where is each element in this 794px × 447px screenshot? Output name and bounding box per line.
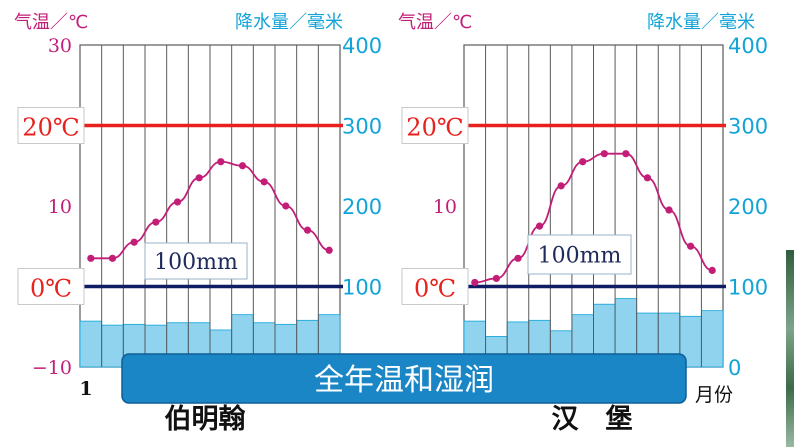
birmingham-temp-point-2 xyxy=(108,254,117,262)
hamburg-left-axis-title: 气温／℃ xyxy=(398,12,472,33)
birmingham-annotation-text: 100mm xyxy=(154,250,238,275)
birmingham-temp-point-11 xyxy=(303,226,312,234)
birmingham-ref-label-box-0 xyxy=(17,107,85,144)
birmingham-temp-point-1 xyxy=(87,254,95,262)
birmingham-temp-point-4 xyxy=(152,218,160,226)
hamburg-precip-tick-4: 0 xyxy=(728,356,741,380)
birmingham-precip-tick-0: 400 xyxy=(342,34,382,58)
month-first-label: 1 xyxy=(79,378,92,400)
hamburg-temp-point-12 xyxy=(708,266,716,274)
hamburg-right-axis-title: 降水量／毫米 xyxy=(647,12,755,33)
birmingham-temp-point-12 xyxy=(325,246,333,254)
summary-banner-box xyxy=(121,353,687,404)
birmingham-city-name: 伯明翰 xyxy=(165,404,246,435)
hamburg-temp-point-5 xyxy=(557,182,565,190)
hamburg-precip-tick-0: 400 xyxy=(728,34,768,58)
hamburg-annotation-text: 100mm xyxy=(538,244,622,269)
hamburg-temp-point-1 xyxy=(471,278,479,287)
birmingham-precip-tick-3: 100 xyxy=(342,276,382,300)
hamburg-precip-tick-3: 100 xyxy=(728,276,768,300)
hamburg-ref-label-20c: 20℃ xyxy=(406,114,463,142)
hamburg-ref-label-0c: 0℃ xyxy=(414,275,456,303)
hamburg-city-name: 汉 堡 xyxy=(552,403,633,435)
hamburg-temp-point-6 xyxy=(579,158,587,166)
hamburg-temp-point-7 xyxy=(600,150,608,158)
birmingham-temp-tick-1: 10 xyxy=(48,196,72,218)
birmingham-temp-point-9 xyxy=(260,178,268,186)
hamburg-temp-tick-0: 10 xyxy=(433,196,457,218)
birmingham-temp-point-8 xyxy=(238,162,247,170)
birmingham-annotation-box xyxy=(144,242,248,280)
birmingham-temp-tick-2: −10 xyxy=(32,357,72,379)
hamburg-temp-point-4 xyxy=(535,222,544,230)
birmingham-temp-point-7 xyxy=(217,158,225,166)
birmingham-precip-tick-1: 300 xyxy=(342,115,382,139)
hamburg-ref-label-box-0 xyxy=(401,107,469,144)
birmingham-ref-label-0c: 0℃ xyxy=(30,275,72,303)
birmingham-temp-point-3 xyxy=(130,238,138,246)
birmingham-precip-bar-1 xyxy=(79,320,103,368)
decorative-edge-strip xyxy=(786,250,794,447)
hamburg-ref-label-box-1 xyxy=(401,268,469,305)
birmingham-temp-point-5 xyxy=(173,198,182,206)
summary-banner: 全年温和湿润 xyxy=(121,353,687,404)
month-unit-label: 月份 xyxy=(695,384,733,406)
birmingham-temp-point-6 xyxy=(195,174,203,182)
birmingham-ref-label-box-1 xyxy=(17,268,85,305)
hamburg-annotation-box xyxy=(527,234,632,275)
hamburg-temp-point-2 xyxy=(492,274,500,283)
birmingham-left-axis-title: 气温／℃ xyxy=(14,12,88,33)
hamburg-temp-point-3 xyxy=(514,254,522,262)
hamburg-chart: 20℃ 0℃ 100mm 气温／℃ 降水量／毫米 10 400 300 200 100 0 汉 堡 xyxy=(398,12,768,435)
hamburg-precip-tick-2: 200 xyxy=(728,195,768,219)
birmingham-temp-tick-0: 30 xyxy=(48,35,72,57)
hamburg-temp-point-8 xyxy=(622,150,630,158)
hamburg-precip-bar-12 xyxy=(701,310,724,368)
birmingham-precip-bar-2 xyxy=(101,324,124,368)
hamburg-temp-point-9 xyxy=(643,174,652,182)
hamburg-temp-point-11 xyxy=(687,242,695,250)
birmingham-right-axis-title: 降水量／毫米 xyxy=(235,12,343,33)
summary-banner-text: 全年温和湿润 xyxy=(314,363,494,398)
birmingham-ref-label-20c: 20℃ xyxy=(22,114,79,142)
hamburg-temp-point-10 xyxy=(665,206,673,214)
birmingham-precip-tick-2: 200 xyxy=(342,195,382,219)
birmingham-temp-point-10 xyxy=(282,202,290,210)
hamburg-precip-tick-1: 300 xyxy=(728,115,768,139)
